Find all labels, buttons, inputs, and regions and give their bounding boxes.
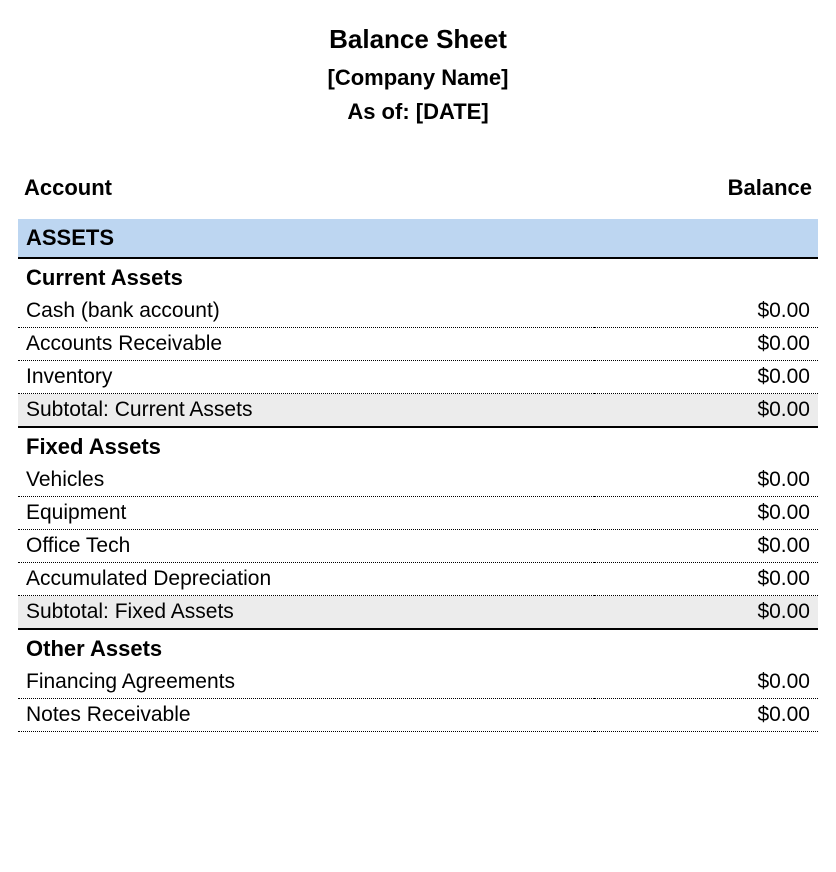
line-value: $0.00	[594, 464, 818, 497]
line-label: Vehicles	[18, 464, 594, 497]
balance-sheet-table: Account Balance ASSETS Current Assets Ca…	[18, 169, 818, 732]
line-item: Vehicles $0.00	[18, 464, 818, 497]
line-value: $0.00	[594, 530, 818, 563]
balance-sheet: Balance Sheet [Company Name] As of: [DAT…	[0, 0, 836, 732]
group-current-assets: Current Assets	[18, 258, 818, 295]
line-value: $0.00	[594, 666, 818, 699]
column-header-row: Account Balance	[18, 169, 818, 219]
section-assets: ASSETS	[18, 219, 818, 258]
group-fixed-assets: Fixed Assets	[18, 427, 818, 464]
line-item: Equipment $0.00	[18, 497, 818, 530]
line-label: Inventory	[18, 361, 594, 394]
line-label: Notes Receivable	[18, 699, 594, 732]
line-label: Accumulated Depreciation	[18, 563, 594, 596]
line-label: Accounts Receivable	[18, 328, 594, 361]
group-other-assets: Other Assets	[18, 629, 818, 666]
as-of-date: As of: [DATE]	[18, 99, 818, 125]
section-label: ASSETS	[18, 219, 818, 258]
line-label: Office Tech	[18, 530, 594, 563]
line-value: $0.00	[594, 563, 818, 596]
group-heading: Other Assets	[18, 629, 818, 666]
line-value: $0.00	[594, 328, 818, 361]
col-balance: Balance	[594, 169, 818, 219]
subtotal-fixed-assets: Subtotal: Fixed Assets $0.00	[18, 596, 818, 630]
line-item: Inventory $0.00	[18, 361, 818, 394]
line-item: Accounts Receivable $0.00	[18, 328, 818, 361]
line-label: Financing Agreements	[18, 666, 594, 699]
subtotal-value: $0.00	[594, 596, 818, 630]
group-heading: Current Assets	[18, 258, 818, 295]
subtotal-current-assets: Subtotal: Current Assets $0.00	[18, 394, 818, 428]
line-label: Equipment	[18, 497, 594, 530]
line-label: Cash (bank account)	[18, 295, 594, 328]
subtotal-label: Subtotal: Current Assets	[18, 394, 594, 428]
line-item: Accumulated Depreciation $0.00	[18, 563, 818, 596]
subtotal-value: $0.00	[594, 394, 818, 428]
line-value: $0.00	[594, 497, 818, 530]
line-value: $0.00	[594, 699, 818, 732]
line-value: $0.00	[594, 295, 818, 328]
title-block: Balance Sheet [Company Name] As of: [DAT…	[18, 24, 818, 125]
doc-title: Balance Sheet	[18, 24, 818, 55]
line-item: Financing Agreements $0.00	[18, 666, 818, 699]
line-item: Office Tech $0.00	[18, 530, 818, 563]
group-heading: Fixed Assets	[18, 427, 818, 464]
line-item: Notes Receivable $0.00	[18, 699, 818, 732]
company-name: [Company Name]	[18, 65, 818, 91]
col-account: Account	[18, 169, 594, 219]
line-value: $0.00	[594, 361, 818, 394]
subtotal-label: Subtotal: Fixed Assets	[18, 596, 594, 630]
line-item: Cash (bank account) $0.00	[18, 295, 818, 328]
